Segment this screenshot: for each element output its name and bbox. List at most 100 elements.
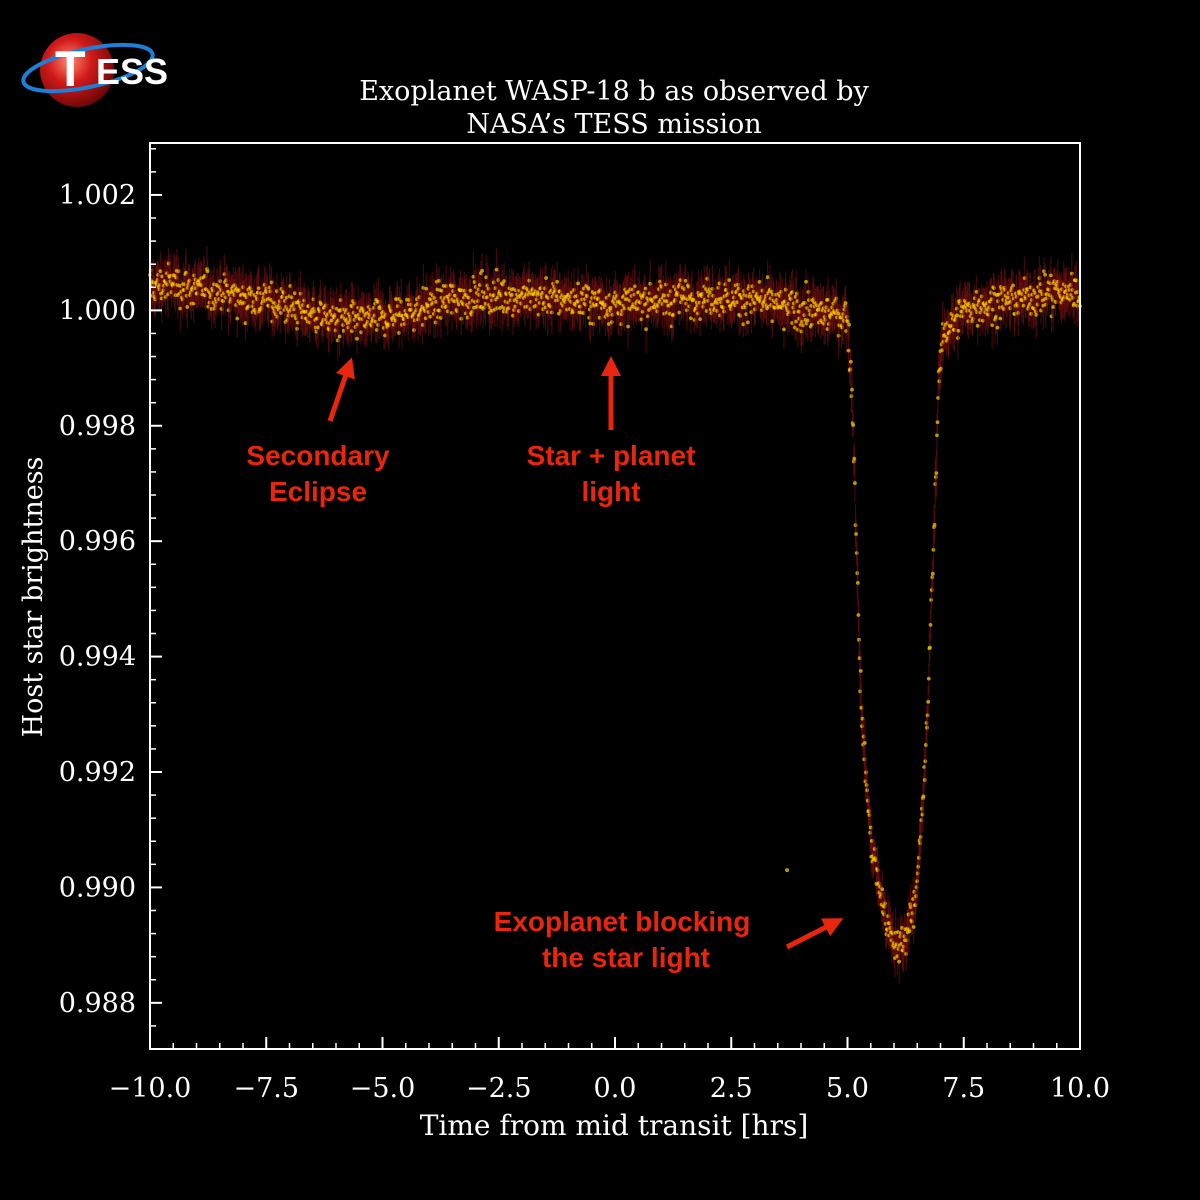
logo-orbit-ring [21,42,155,94]
ticks-layer: −10.0 −7.5 −5.0 −2.5 0.0 2.5 5.0 7.5 10.0 0.988 0.… [59,148,1110,1104]
data-point [804,279,808,284]
data-point [935,420,940,425]
data-point [955,313,960,318]
annotation-arrow [785,918,844,950]
y-tick-label: 0.994 [59,642,136,673]
data-point [907,929,912,934]
data-point [956,328,961,333]
y-tick-label: 0.992 [59,757,136,788]
data-point [1021,303,1026,308]
y-tick-label: 0.988 [59,988,136,1019]
data-point [555,279,560,284]
data-point [468,288,473,293]
data-point [805,318,810,323]
data-point [316,325,320,330]
data-point [782,327,786,332]
annotation-text: Eclipse [269,476,367,507]
y-tick-label: 0.998 [59,411,136,442]
x-tick-label: 5.0 [826,1073,869,1104]
annotation-secondary-eclipse: Secondary Eclipse [246,357,390,507]
y-tick-label: 1.000 [59,295,136,326]
annotation-text: Star + planet [527,440,696,471]
logo-text-ess: ESS [96,51,168,92]
data-point [556,311,561,316]
data-point [770,319,775,324]
x-tick-label: −7.5 [233,1073,299,1104]
data-point [1043,272,1048,277]
data-point [843,301,848,305]
data-point [243,321,248,326]
data-point [926,676,931,681]
data-point [765,275,770,280]
data-layer [148,246,1082,984]
x-tick-label: 2.5 [710,1073,753,1104]
data-point [846,348,851,353]
data-point [856,613,861,617]
data-point [851,423,856,428]
logo-globe [40,33,114,107]
data-point [934,471,939,476]
data-point [1051,305,1056,309]
data-point [626,324,630,329]
data-point [708,290,712,295]
data-point [644,327,649,332]
data-point [235,316,240,321]
data-point [683,278,688,283]
x-tick-label: −5.0 [350,1073,416,1104]
data-point [355,336,359,341]
tess-logo: T ESS [21,33,168,107]
data-point [975,324,980,328]
data-point [794,319,799,324]
data-point [930,571,935,576]
annotation-arrow [327,357,355,422]
data-point [1072,301,1077,306]
data-point [576,281,580,286]
data-point [855,580,860,585]
data-point [435,287,440,292]
annotation-text: the star light [542,942,710,973]
data-point [880,887,885,892]
y-tick-label: 1.002 [59,180,136,211]
data-point [727,278,732,283]
data-point [897,959,902,964]
x-tick-label: −2.5 [466,1073,532,1104]
data-point [995,325,1000,330]
y-axis-label: Host star brightness [18,457,49,738]
data-point [785,868,790,873]
y-tick-label: 0.996 [59,526,136,557]
data-point [292,291,297,296]
data-point [926,699,931,704]
data-point [850,387,854,392]
y-tick-label: 0.990 [59,872,136,903]
data-point [428,314,433,319]
data-point [990,307,995,312]
data-point [544,276,548,280]
x-tick-label: 7.5 [942,1073,985,1104]
data-point [337,334,342,339]
data-point [178,306,183,311]
data-point [606,322,611,326]
annotation-star-planet-light: Star + planet light [527,356,696,507]
data-point [480,268,485,273]
data-point [935,433,939,438]
data-point [862,741,867,745]
chart-title-line1: Exoplanet WASP-18 b as observed by [359,76,869,107]
data-point [424,286,429,291]
data-point [848,359,853,364]
data-point [677,310,682,315]
data-point [998,316,1003,321]
data-point [205,269,210,274]
data-point [928,623,933,627]
data-point [586,286,591,291]
data-point [502,279,507,284]
data-point [911,925,916,929]
annotation-text: light [581,476,640,507]
logo-letter-t: T [55,41,86,97]
data-point [745,320,750,325]
annotation-exoplanet-blocking: Exoplanet blocking the star light [494,906,844,973]
data-point [847,322,851,327]
data-point [1049,273,1053,278]
data-point [974,289,979,294]
data-point [928,645,932,650]
data-point [908,905,913,910]
